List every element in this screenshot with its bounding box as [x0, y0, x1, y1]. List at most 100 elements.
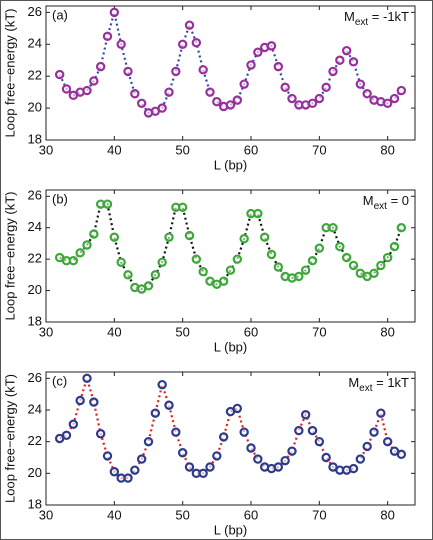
y-tick-label: 24 — [28, 401, 42, 416]
marker — [109, 7, 120, 18]
y-tick-label: 20 — [28, 282, 42, 297]
marker — [184, 20, 195, 30]
marker — [362, 441, 372, 452]
y-tick-label: 22 — [28, 68, 42, 83]
marker — [212, 451, 222, 461]
marker — [198, 267, 208, 277]
x-tick-label: 60 — [244, 507, 258, 522]
marker — [341, 45, 352, 56]
annotation-main: M — [363, 193, 374, 208]
marker — [382, 98, 393, 109]
marker — [102, 31, 113, 42]
marker — [328, 223, 338, 233]
marker — [184, 462, 195, 472]
marker — [177, 39, 188, 49]
x-axis-label: L (bp) — [214, 157, 247, 172]
marker — [335, 241, 345, 252]
marker — [246, 443, 256, 453]
x-tick-label: 60 — [244, 142, 258, 157]
x-tick-label: 70 — [312, 507, 326, 522]
annotation: Mext = 0 — [363, 193, 409, 211]
x-tick-label: 30 — [39, 324, 53, 339]
marker — [348, 260, 359, 271]
marker — [225, 100, 236, 110]
marker — [143, 436, 154, 447]
annotation-sub: ext — [355, 17, 369, 28]
marker — [266, 249, 277, 260]
y-tick-label: 26 — [28, 188, 42, 203]
marker — [116, 39, 126, 49]
y-tick-label: 26 — [28, 4, 42, 19]
y-tick-label: 20 — [28, 465, 42, 480]
marker — [205, 87, 215, 97]
annotation: Mext = -1kT — [344, 9, 409, 27]
annotation-main: M — [344, 9, 355, 24]
marker — [321, 452, 331, 463]
annotation-rest: = 0 — [387, 193, 409, 208]
y-tick-label: 22 — [28, 251, 42, 266]
x-tick-label: 40 — [107, 324, 121, 339]
x-tick-label: 50 — [175, 142, 189, 157]
x-tick-label: 70 — [312, 142, 326, 157]
y-tick-label: 26 — [28, 370, 42, 385]
marker — [300, 265, 311, 275]
marker — [280, 82, 290, 93]
panel-label: (c) — [52, 373, 67, 388]
marker — [191, 254, 202, 264]
x-tick-label: 40 — [107, 142, 121, 157]
marker — [396, 85, 407, 96]
marker — [89, 229, 99, 239]
marker — [382, 436, 393, 447]
marker — [184, 230, 195, 241]
x-tick-label: 80 — [380, 507, 394, 522]
marker — [68, 256, 79, 266]
marker — [335, 55, 345, 65]
marker — [300, 410, 311, 420]
marker — [355, 454, 366, 464]
marker — [273, 262, 284, 272]
y-tick-label: 18 — [28, 131, 42, 146]
x-axis-label: L (bp) — [214, 522, 247, 537]
marker — [287, 446, 297, 456]
marker — [157, 379, 167, 390]
marker — [150, 408, 161, 418]
marker — [123, 270, 133, 280]
marker — [396, 449, 407, 460]
x-tick-label: 80 — [380, 142, 394, 157]
marker — [171, 66, 181, 77]
marker — [273, 462, 284, 472]
marker — [205, 462, 215, 472]
marker — [389, 241, 400, 252]
marker — [136, 98, 147, 109]
marker — [82, 373, 92, 384]
x-tick-label: 70 — [312, 324, 326, 339]
marker — [82, 85, 92, 96]
marker — [198, 65, 208, 75]
marker — [294, 425, 304, 436]
plot-area — [45, 5, 416, 141]
marker — [102, 451, 113, 461]
marker — [239, 79, 249, 89]
marker — [253, 454, 263, 464]
marker — [123, 473, 133, 483]
marker — [294, 271, 304, 282]
marker — [143, 281, 154, 291]
marker — [396, 223, 407, 233]
marker — [171, 427, 181, 437]
x-axis-label: L (bp) — [214, 339, 247, 354]
marker — [157, 257, 167, 267]
x-tick-label: 40 — [107, 507, 121, 522]
marker — [75, 248, 85, 258]
marker — [109, 467, 120, 477]
marker — [218, 276, 229, 286]
marker — [266, 41, 277, 51]
marker — [198, 468, 208, 479]
marker — [348, 463, 359, 474]
marker — [259, 232, 270, 242]
x-tick-label: 30 — [39, 507, 53, 522]
marker — [232, 254, 243, 264]
marker — [130, 89, 140, 99]
marker — [95, 429, 106, 439]
marker — [218, 432, 229, 442]
marker — [61, 430, 72, 441]
